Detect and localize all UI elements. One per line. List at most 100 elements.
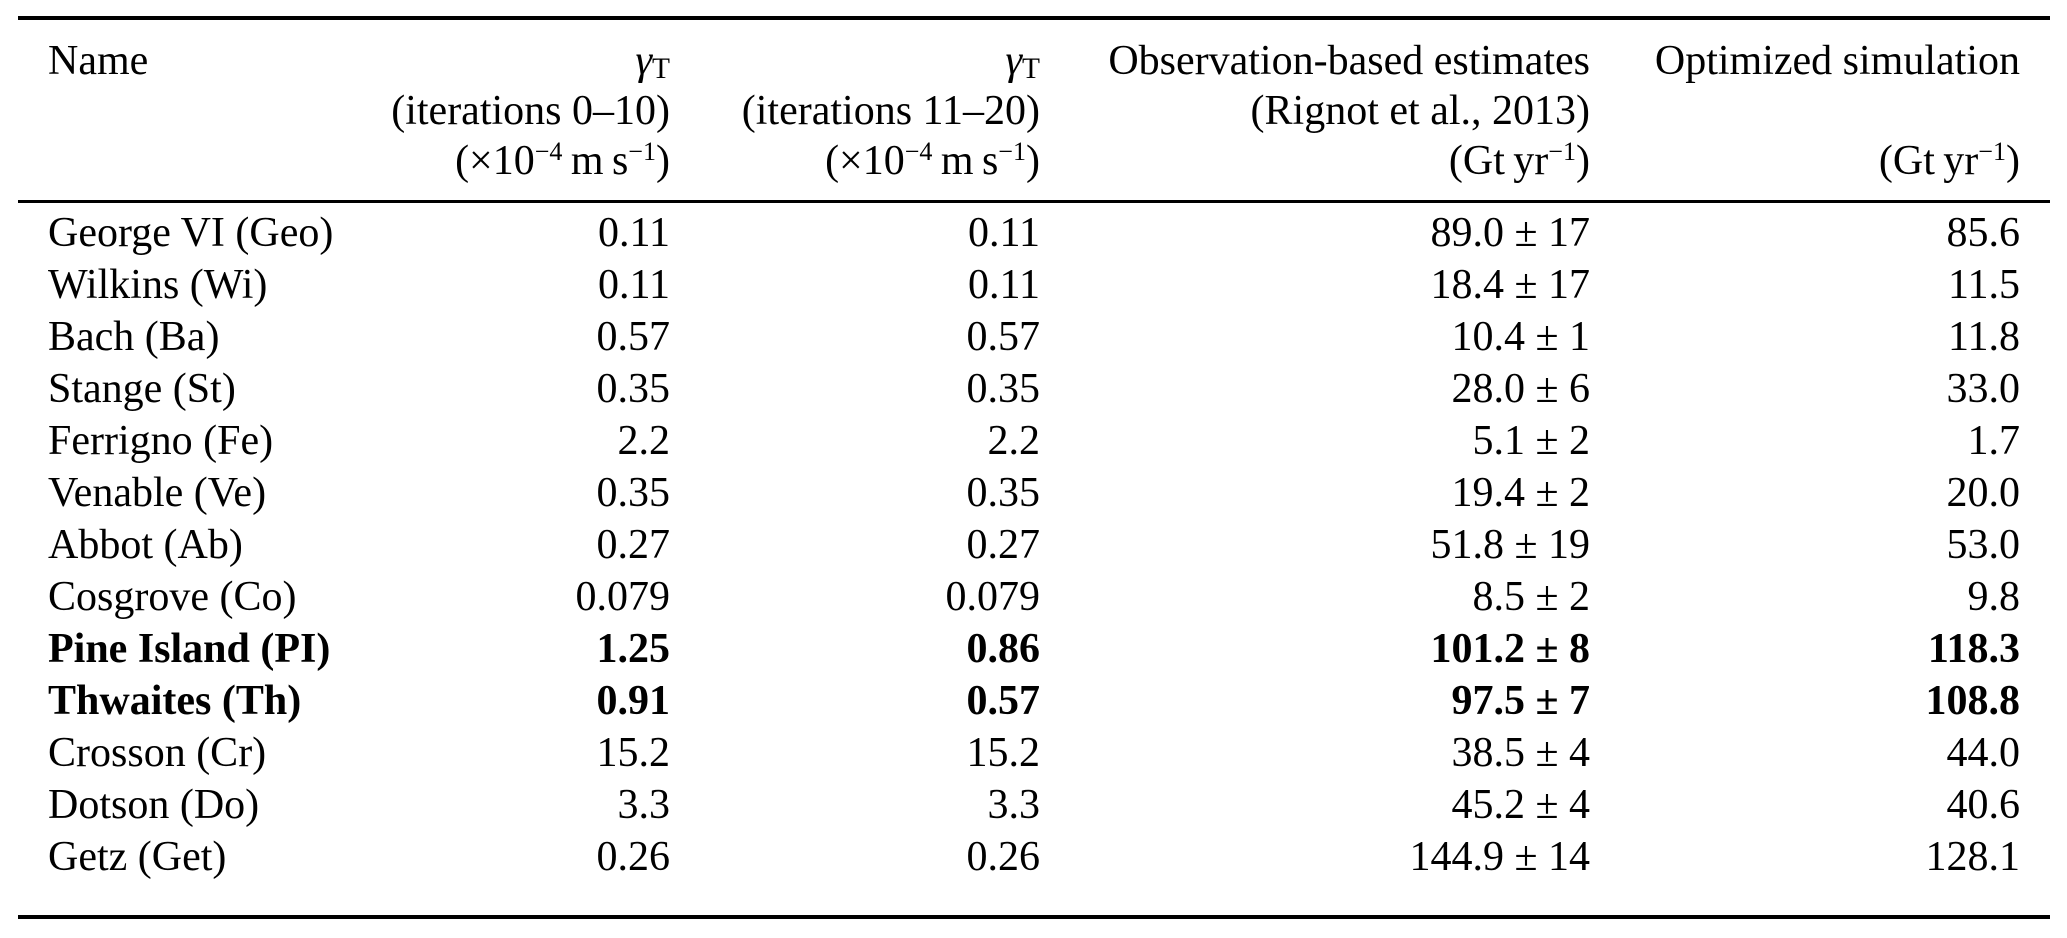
gamma-symbol: γ xyxy=(1005,38,1023,84)
unit-exponent: −1 xyxy=(998,136,1026,166)
cell-gamma-11-20: 0.079 xyxy=(945,574,1041,620)
iterations-range-label: (iterations 11–20) xyxy=(741,88,1040,134)
cell-observed: 89.0 ± 17 xyxy=(1430,210,1590,256)
unit-exponent: −1 xyxy=(628,136,656,166)
cell-name: Wilkins (Wi) xyxy=(48,262,268,308)
column-header-optimized-simulation: Optimized simulation (Gt yr−1) xyxy=(1590,18,2050,203)
cell-observed: 10.4 ± 1 xyxy=(1451,314,1590,360)
observation-estimates-label: Observation-based estimates xyxy=(1108,38,1590,84)
unit-line-gt: (Gt yr−1) xyxy=(1590,136,2020,186)
cell-name: George VI (Geo) xyxy=(48,210,334,256)
cell-gamma-11-20: 0.11 xyxy=(968,210,1040,256)
cell-observed: 45.2 ± 4 xyxy=(1451,782,1590,828)
cell-simulated: 85.6 xyxy=(1946,210,2021,256)
cell-name: Crosson (Cr) xyxy=(48,730,267,776)
table-header: Name γT (iterations 0–10) (×10−4 m s−1) … xyxy=(18,18,2050,203)
cell-gamma-11-20: 0.35 xyxy=(966,366,1041,412)
table-row: Cosgrove (Co) 0.079 0.079 8.5 ± 2 9.8 xyxy=(18,571,2050,623)
iterations-range-label: (iterations 0–10) xyxy=(391,88,670,134)
cell-gamma-0-10: 0.079 xyxy=(575,574,671,620)
cell-observed: 28.0 ± 6 xyxy=(1451,366,1590,412)
cell-observed: 5.1 ± 2 xyxy=(1472,418,1590,464)
cell-gamma-0-10: 0.27 xyxy=(596,522,671,568)
cell-gamma-11-20: 0.86 xyxy=(966,626,1041,672)
unit-mid: m s xyxy=(932,138,999,184)
unit-close: ) xyxy=(1026,138,1040,184)
cell-name: Abbot (Ab) xyxy=(48,522,243,568)
unit-prefix: (Gt yr xyxy=(1878,138,1979,184)
column-header-observation-estimates: Observation-based estimates (Rignot et a… xyxy=(1040,18,1590,203)
cell-observed: 38.5 ± 4 xyxy=(1451,730,1590,776)
column-header-gamma-iterations-11-20: γT (iterations 11–20) (×10−4 m s−1) xyxy=(670,18,1040,203)
cell-gamma-11-20: 0.57 xyxy=(966,314,1041,360)
cell-observed: 51.8 ± 19 xyxy=(1430,522,1590,568)
table-row: Ferrigno (Fe) 2.2 2.2 5.1 ± 2 1.7 xyxy=(18,415,2050,467)
cell-name: Ferrigno (Fe) xyxy=(48,418,274,464)
unit-exponent: −4 xyxy=(904,136,933,166)
cell-name: Bach (Ba) xyxy=(48,314,220,360)
cell-observed: 101.2 ± 8 xyxy=(1430,626,1590,672)
gamma-subscript: T xyxy=(652,52,670,85)
cell-gamma-11-20: 15.2 xyxy=(966,730,1041,776)
table-row: Crosson (Cr) 15.2 15.2 38.5 ± 4 44.0 xyxy=(18,727,2050,779)
cell-simulated: 128.1 xyxy=(1925,834,2021,880)
cell-observed: 18.4 ± 17 xyxy=(1430,262,1590,308)
cell-simulated: 118.3 xyxy=(1927,626,2020,672)
cell-gamma-11-20: 2.2 xyxy=(987,418,1041,464)
cell-gamma-0-10: 15.2 xyxy=(596,730,671,776)
table-row: Thwaites (Th) 0.91 0.57 97.5 ± 7 108.8 xyxy=(18,675,2050,727)
cell-gamma-11-20: 3.3 xyxy=(987,782,1041,828)
cell-name: Getz (Get) xyxy=(48,834,227,880)
gamma-symbol: γ xyxy=(635,38,653,84)
cell-name: Stange (St) xyxy=(48,366,236,412)
unit-exponent: −1 xyxy=(1978,136,2006,166)
cell-name: Thwaites (Th) xyxy=(48,678,302,724)
table-body: George VI (Geo) 0.11 0.11 89.0 ± 17 85.6 Wilk… xyxy=(18,202,2050,918)
cell-gamma-0-10: 2.2 xyxy=(617,418,671,464)
cell-gamma-0-10: 0.35 xyxy=(596,366,671,412)
cell-observed: 97.5 ± 7 xyxy=(1451,678,1590,724)
gamma-symbol-line: γT xyxy=(670,36,1040,86)
column-header-gamma-iterations-0-10: γT (iterations 0–10) (×10−4 m s−1) xyxy=(378,18,670,203)
cell-simulated: 108.8 xyxy=(1925,678,2021,724)
unit-close: ) xyxy=(2006,138,2020,184)
cell-simulated: 9.8 xyxy=(1967,574,2021,620)
header-name-label: Name xyxy=(48,38,149,84)
column-header-name: Name xyxy=(18,18,378,203)
cell-name: Cosgrove (Co) xyxy=(48,574,297,620)
citation-label: (Rignot et al., 2013) xyxy=(1250,88,1590,134)
gamma-symbol-line: γT xyxy=(378,36,670,86)
cell-name: Venable (Ve) xyxy=(48,470,267,516)
cell-gamma-0-10: 0.57 xyxy=(596,314,671,360)
cell-gamma-0-10: 0.11 xyxy=(598,210,670,256)
unit-exponent: −4 xyxy=(534,136,563,166)
unit-prefix: (×10 xyxy=(455,138,535,184)
unit-prefix: (Gt yr xyxy=(1448,138,1549,184)
cell-gamma-11-20: 0.57 xyxy=(966,678,1041,724)
unit-close: ) xyxy=(1576,138,1590,184)
cell-simulated: 20.0 xyxy=(1946,470,2021,516)
cell-gamma-11-20: 0.26 xyxy=(966,834,1041,880)
optimized-simulation-label: Optimized simulation xyxy=(1654,38,2020,84)
cell-name: Dotson (Do) xyxy=(48,782,260,828)
cell-gamma-11-20: 0.27 xyxy=(966,522,1041,568)
cell-gamma-0-10: 3.3 xyxy=(617,782,671,828)
cell-gamma-0-10: 0.35 xyxy=(596,470,671,516)
cell-simulated: 44.0 xyxy=(1946,730,2021,776)
table-row: Stange (St) 0.35 0.35 28.0 ± 6 33.0 xyxy=(18,363,2050,415)
table-row: Venable (Ve) 0.35 0.35 19.4 ± 2 20.0 xyxy=(18,467,2050,519)
unit-prefix: (×10 xyxy=(825,138,905,184)
cell-observed: 8.5 ± 2 xyxy=(1472,574,1590,620)
cell-gamma-0-10: 0.26 xyxy=(596,834,671,880)
melt-rate-tuning-table: Name γT (iterations 0–10) (×10−4 m s−1) … xyxy=(18,16,2050,919)
cell-gamma-0-10: 0.11 xyxy=(598,262,670,308)
table-row: Pine Island (PI) 1.25 0.86 101.2 ± 8 118.3 xyxy=(18,623,2050,675)
cell-gamma-0-10: 0.91 xyxy=(596,678,671,724)
cell-name: Pine Island (PI) xyxy=(48,626,331,672)
empty-header-line xyxy=(1590,86,2020,136)
cell-gamma-0-10: 1.25 xyxy=(596,626,671,672)
cell-simulated: 11.8 xyxy=(1948,314,2020,360)
cell-simulated: 11.5 xyxy=(1948,262,2020,308)
header-row: Name γT (iterations 0–10) (×10−4 m s−1) … xyxy=(18,18,2050,203)
cell-simulated: 40.6 xyxy=(1946,782,2021,828)
